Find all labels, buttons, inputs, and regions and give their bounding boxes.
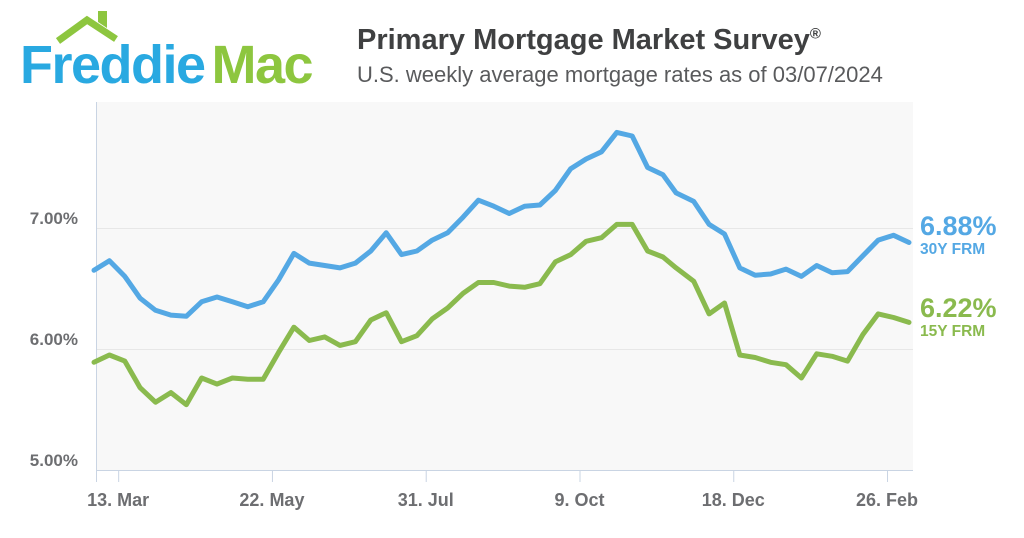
registered-mark: ® <box>809 25 821 43</box>
house-roof-icon <box>55 11 118 44</box>
page-title: Primary Mortgage Market Survey® <box>357 24 821 56</box>
page-subtitle: U.S. weekly average mortgage rates as of… <box>357 62 883 87</box>
x-axis-label-dec: 18. Dec <box>701 490 765 510</box>
logo-word-freddie: Freddie <box>20 35 206 95</box>
y-axis-label-7: 7.00% <box>29 209 78 228</box>
series-end-label-15y: 6.22% 15Y FRM <box>920 293 997 341</box>
rate-value-30y: 6.88% <box>920 211 997 241</box>
x-axis-label-jul: 31. Jul <box>397 490 454 510</box>
x-axis-label-oct: 9. Oct <box>554 490 605 510</box>
logo-word-mac: Mac <box>211 35 314 95</box>
y-axis-label-6: 6.00% <box>29 330 78 349</box>
y-axis-label-5: 5.00% <box>29 451 78 470</box>
series-name-30y: 30Y FRM <box>920 241 986 258</box>
logo-wordmark: Freddie Mac <box>20 35 314 95</box>
rate-value-15y: 6.22% <box>920 293 997 323</box>
x-axis-label-mar: 13. Mar <box>87 490 150 510</box>
series-name-15y: 15Y FRM <box>920 323 986 340</box>
x-axis-label-feb: 26. Feb <box>856 490 919 510</box>
x-axis-label-may: 22. May <box>239 490 305 510</box>
page-title-text: Primary Mortgage Market Survey <box>357 24 810 56</box>
series-end-label-30y: 6.88% 30Y FRM <box>920 211 997 259</box>
